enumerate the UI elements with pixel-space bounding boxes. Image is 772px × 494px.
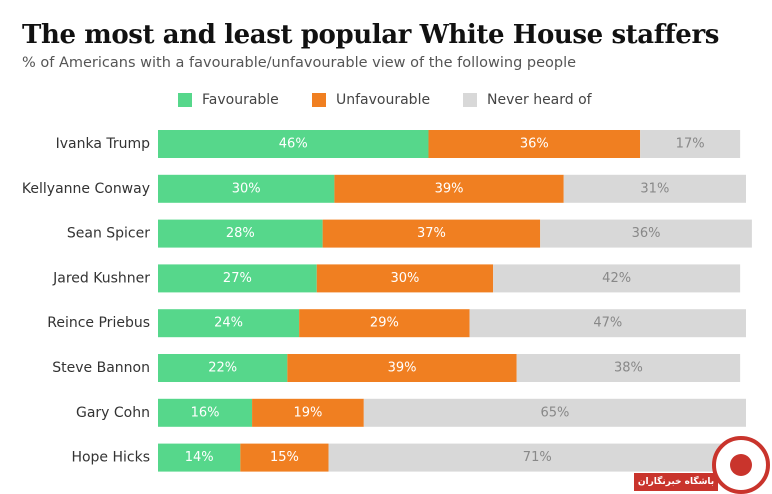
- value-label-unfavourable: 19%: [293, 405, 322, 420]
- legend-item-unfavourable: Unfavourable: [312, 92, 430, 108]
- bar-never-heard: [640, 130, 741, 158]
- legend-swatch-unfavourable: [312, 93, 326, 107]
- bar-favourable: [158, 443, 241, 472]
- legend-label-unfavourable: Unfavourable: [336, 92, 431, 108]
- bar-never-heard: [540, 219, 752, 248]
- category-label: Reince Priebus: [47, 315, 150, 331]
- bar-unfavourable: [252, 398, 364, 427]
- value-label-unfavourable: 39%: [388, 361, 417, 376]
- value-label-never-heard: 31%: [640, 181, 669, 196]
- value-label-unfavourable: 30%: [391, 271, 420, 286]
- legend-swatch-favourable: [178, 93, 192, 107]
- value-label-favourable: 16%: [191, 405, 220, 420]
- bar-favourable: [158, 264, 317, 293]
- bar-unfavourable: [316, 264, 494, 293]
- bar-never-heard: [516, 354, 741, 382]
- value-label-never-heard: 65%: [540, 405, 569, 420]
- legend-label-never-heard: Never heard of: [487, 92, 592, 108]
- value-label-never-heard: 38%: [614, 361, 643, 376]
- category-label: Jared Kushner: [52, 270, 150, 286]
- value-label-never-heard: 47%: [593, 316, 622, 331]
- bar-unfavourable: [322, 219, 541, 248]
- bar-unfavourable: [240, 443, 329, 472]
- category-label: Sean Spicer: [67, 226, 150, 242]
- category-label: Gary Cohn: [76, 405, 150, 421]
- value-label-favourable: 27%: [223, 271, 252, 286]
- value-label-never-heard: 42%: [602, 271, 631, 286]
- bar-favourable: [158, 354, 288, 382]
- category-label: Hope Hicks: [71, 450, 150, 466]
- value-label-favourable: 22%: [208, 361, 237, 376]
- chart-title: The most and least popular White House s…: [22, 20, 719, 50]
- value-label-favourable: 14%: [185, 450, 214, 465]
- bar-favourable: [158, 398, 253, 427]
- bar-never-heard: [469, 309, 746, 338]
- watermark-logo: [712, 436, 770, 494]
- value-label-favourable: 30%: [232, 181, 261, 196]
- bar-never-heard: [363, 398, 746, 427]
- bar-favourable: [158, 219, 323, 248]
- legend-label-favourable: Favourable: [202, 92, 279, 108]
- legend-item-never-heard: Never heard of: [463, 92, 592, 108]
- bar-unfavourable: [334, 174, 564, 203]
- value-label-unfavourable: 36%: [520, 137, 549, 152]
- legend-swatch-never-heard: [463, 93, 477, 107]
- value-label-never-heard: 36%: [632, 226, 661, 241]
- bar-unfavourable: [287, 354, 517, 382]
- value-label-unfavourable: 37%: [417, 226, 446, 241]
- legend-item-favourable: Favourable: [178, 92, 279, 108]
- bar-never-heard: [493, 264, 741, 293]
- bar-never-heard: [563, 174, 746, 203]
- category-label: Kellyanne Conway: [22, 181, 150, 197]
- value-label-favourable: 24%: [214, 316, 243, 331]
- chart-subtitle: % of Americans with a favourable/unfavou…: [22, 55, 577, 71]
- bar-favourable: [158, 309, 300, 338]
- value-label-unfavourable: 39%: [435, 181, 464, 196]
- watermark-banner: باشگاه خبرنگاران: [634, 473, 718, 491]
- value-label-unfavourable: 29%: [370, 316, 399, 331]
- category-label: Steve Bannon: [52, 360, 150, 376]
- value-label-favourable: 46%: [279, 137, 308, 152]
- bar-favourable: [158, 130, 429, 158]
- value-label-unfavourable: 15%: [270, 450, 299, 465]
- value-label-never-heard: 71%: [523, 450, 552, 465]
- value-label-never-heard: 17%: [676, 137, 705, 152]
- bar-favourable: [158, 174, 335, 203]
- value-label-favourable: 28%: [226, 226, 255, 241]
- bar-never-heard: [328, 443, 746, 472]
- bar-unfavourable: [428, 130, 641, 158]
- bar-unfavourable: [299, 309, 470, 338]
- category-label: Ivanka Trump: [56, 136, 151, 152]
